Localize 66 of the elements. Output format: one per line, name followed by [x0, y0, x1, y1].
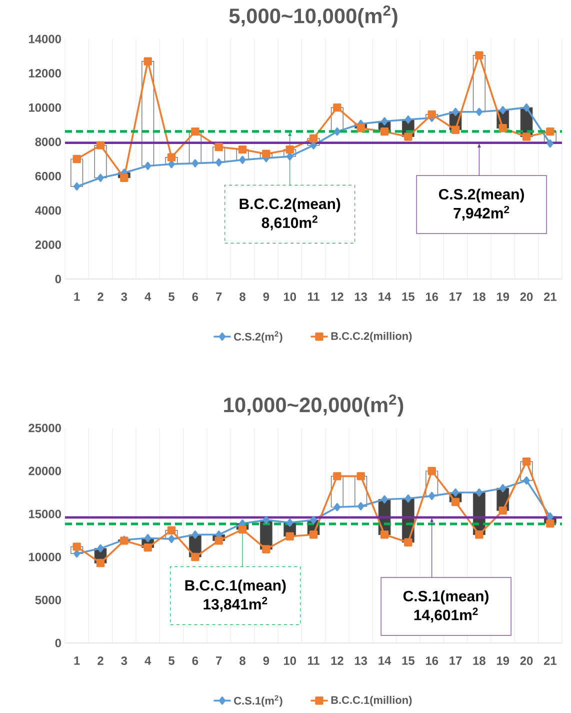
x-tick-label: 6 [192, 292, 198, 301]
x-tick-label: 12 [331, 292, 344, 301]
legend-label: C.S.1(m$^{2}$) [234, 695, 282, 707]
x-tick-label: 11 [308, 656, 320, 665]
x-tick-label: 20 [520, 292, 533, 301]
x-tick-label: 19 [496, 292, 510, 301]
y-tick-label: 12000 [28, 69, 61, 78]
y-tick-label: 10000 [28, 103, 61, 112]
y-tick-label: 5000 [35, 596, 61, 604]
x-tick-label: 7 [216, 292, 222, 301]
x-tick-label: 2 [98, 656, 104, 665]
x-tick-label: 7 [216, 656, 222, 665]
y-tick-label: 2000 [35, 240, 61, 249]
x-tick-label: 5 [168, 292, 174, 301]
ref-line-label: C.S.2(mean) 7,942m$^{2}$ [438, 188, 524, 221]
y-tick-label: 6000 [35, 172, 61, 180]
y-tick-label: 0 [55, 638, 61, 648]
y-tick-label: 4000 [35, 206, 61, 215]
x-tick-label: 19 [496, 656, 510, 665]
x-tick-label: 15 [402, 656, 414, 665]
x-tick-label: 1 [74, 292, 80, 301]
x-tick-label: 13 [354, 656, 368, 666]
y-tick-label: 8000 [35, 138, 61, 146]
x-tick-label: 8 [240, 292, 246, 301]
x-tick-label: 1 [74, 656, 80, 665]
x-tick-label: 3 [121, 656, 128, 666]
y-tick-label: 10000 [28, 552, 61, 562]
x-tick-label: 9 [263, 656, 270, 665]
x-tick-label: 3 [121, 292, 128, 302]
x-tick-label: 17 [450, 656, 462, 665]
x-tick-label: 12 [331, 656, 344, 665]
x-tick-label: 10 [284, 292, 296, 301]
x-tick-label: 18 [473, 292, 486, 301]
x-tick-label: 17 [450, 292, 462, 301]
y-tick-label: 14000 [28, 34, 61, 44]
ref-line-label: B.C.C.1(mean) 13,841m$^{2}$ [185, 580, 286, 612]
x-tick-label: 11 [308, 292, 320, 301]
chart-title: 5,000~10,000(m$^{2}$) [229, 5, 398, 28]
x-tick-label: 14 [378, 656, 392, 665]
x-tick-label: 5 [168, 656, 174, 665]
x-tick-label: 15 [402, 292, 414, 301]
x-tick-label: 9 [263, 292, 270, 301]
x-tick-label: 20 [520, 656, 533, 665]
x-tick-label: 14 [378, 292, 392, 301]
y-tick-label: 0 [55, 274, 61, 284]
x-tick-label: 6 [192, 656, 198, 665]
x-tick-label: 16 [426, 656, 438, 665]
y-tick-label: 15000 [28, 510, 61, 518]
y-tick-label: 25000 [28, 424, 61, 432]
x-tick-label: 4 [144, 656, 152, 665]
legend-label: B.C.C.2(million) [331, 332, 412, 342]
legend-label: B.C.C.1(million) [331, 696, 412, 706]
x-tick-label: 21 [544, 656, 556, 665]
x-tick-label: 2 [98, 292, 104, 301]
y-tick-label: 20000 [28, 466, 61, 476]
x-tick-label: 16 [426, 292, 438, 301]
x-tick-label: 18 [473, 656, 486, 665]
x-tick-label: 13 [354, 292, 368, 302]
chart-title: 10,000~20,000(m$^{2}$) [224, 394, 404, 417]
legend-label: C.S.2(m$^{2}$) [234, 331, 282, 343]
ref-line-label: B.C.C.2(mean) 8,610m$^{2}$ [240, 198, 340, 230]
x-tick-label: 21 [544, 292, 556, 301]
ref-line-label: C.S.1(mean) 14,601m$^{2}$ [403, 590, 488, 622]
x-tick-label: 10 [284, 656, 296, 665]
x-tick-label: 8 [240, 656, 246, 665]
x-tick-label: 4 [144, 292, 152, 301]
